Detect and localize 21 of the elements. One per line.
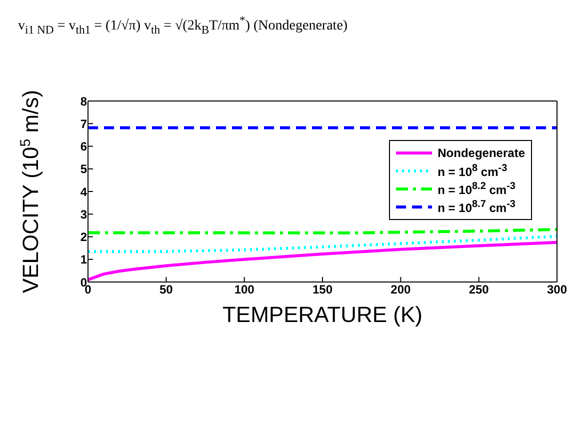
legend-label: n = 10$^{8}$ cm$^{-3}$ <box>438 163 508 179</box>
text: v$_{i1 ND}$ = v$_{th1}$ = (1/√π) v$_{th}$ = √(2k$_{B}$T/πm$^{*}$) (Nondegenerate) <box>18 14 348 36</box>
x-tick-label: 300 <box>546 282 568 297</box>
y-tick-label: 7 <box>80 116 88 131</box>
x-tick-label: 200 <box>390 282 411 297</box>
x-tick-label: 100 <box>234 282 255 297</box>
x-tick-label: 150 <box>312 282 333 297</box>
y-tick-label: 8 <box>80 94 88 108</box>
y-tick-label: 4 <box>80 184 88 199</box>
line-series <box>88 234 557 253</box>
y-tick-label: 5 <box>80 162 88 176</box>
y-tick-label: 1 <box>80 252 88 267</box>
x-tick-label: 50 <box>159 282 174 297</box>
legend-label: Nondegenerate <box>438 146 525 160</box>
x-tick-label: 250 <box>468 282 490 297</box>
legend-label: n = 10$^{8.2}$ cm$^{-3}$ <box>438 181 516 197</box>
y-tick-label: 3 <box>80 207 88 222</box>
y-tick-label: 2 <box>80 230 88 244</box>
legend-label: n = 10$^{8.7}$ cm$^{-3}$ <box>438 199 516 215</box>
y-tick-label: 6 <box>80 140 88 154</box>
x-axis-title: TEMPERATURE (K) <box>222 302 423 327</box>
